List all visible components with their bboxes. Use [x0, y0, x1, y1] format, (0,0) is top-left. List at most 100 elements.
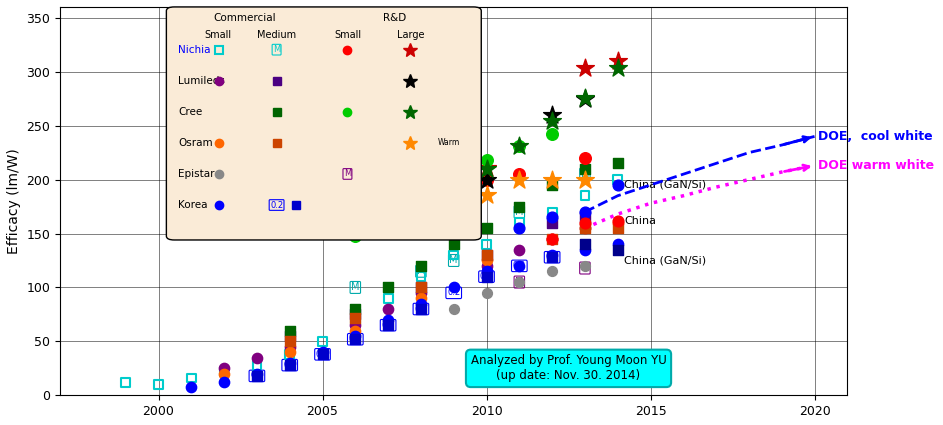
Text: 0.2: 0.2 [447, 288, 460, 298]
Point [348, 314, 363, 321]
Point [577, 246, 592, 253]
Text: 0.2: 0.2 [480, 272, 493, 281]
Point [282, 338, 297, 345]
Point [479, 164, 494, 171]
Point [577, 65, 592, 72]
Point [479, 252, 494, 258]
Point [315, 338, 330, 345]
Point [446, 201, 461, 208]
Point [413, 300, 428, 307]
Point [282, 349, 297, 356]
Point [315, 349, 330, 356]
Point [544, 214, 559, 221]
Point [413, 295, 428, 302]
Point [118, 379, 133, 386]
Text: DOE,  cool white: DOE, cool white [818, 130, 933, 143]
Point [381, 217, 396, 224]
Point [282, 343, 297, 350]
Text: 0.2: 0.2 [546, 253, 558, 262]
Point [446, 252, 461, 258]
Point [479, 241, 494, 248]
Point [577, 165, 592, 172]
Point [413, 203, 428, 210]
Text: Warm: Warm [438, 139, 460, 147]
Text: China (GaN/Si): China (GaN/Si) [624, 255, 706, 266]
Text: China (GaN/Si): China (GaN/Si) [624, 180, 706, 190]
Point [348, 317, 363, 323]
Point [479, 268, 494, 275]
Y-axis label: Efficacy (lm/W): Efficacy (lm/W) [7, 148, 21, 254]
Point [577, 155, 592, 162]
Text: Medium: Medium [257, 30, 296, 40]
Point [610, 217, 625, 224]
Text: M: M [515, 207, 523, 217]
Point [184, 375, 199, 382]
Text: Commercial: Commercial [214, 13, 276, 23]
Text: Korea: Korea [178, 200, 207, 210]
Point [413, 198, 428, 204]
Point [577, 193, 592, 199]
Point [577, 263, 592, 269]
Point [217, 379, 232, 386]
Point [413, 219, 428, 226]
Point [282, 360, 297, 366]
Text: 0.2: 0.2 [270, 201, 283, 210]
Point [544, 252, 559, 258]
Point [446, 284, 461, 291]
Point [544, 131, 559, 138]
Point [249, 362, 264, 368]
Point [249, 370, 264, 377]
Point [413, 284, 428, 291]
Point [413, 289, 428, 296]
Point [544, 235, 559, 242]
Point [479, 165, 494, 172]
Text: 0.2: 0.2 [250, 371, 263, 380]
Text: China: China [624, 215, 656, 226]
Text: 0.2: 0.2 [349, 335, 362, 344]
Point [610, 65, 625, 72]
Point [512, 143, 527, 150]
Point [151, 381, 166, 388]
Point [577, 209, 592, 215]
Point [610, 176, 625, 183]
Point [544, 118, 559, 125]
Point [512, 176, 527, 183]
Point [413, 263, 428, 269]
Point [544, 235, 559, 242]
Point [348, 327, 363, 334]
Point [610, 241, 625, 248]
Point [610, 225, 625, 232]
Point [577, 225, 592, 232]
Point [479, 157, 494, 164]
Point [446, 176, 461, 183]
Text: 0.2: 0.2 [513, 261, 526, 270]
Point [413, 306, 428, 312]
Point [577, 219, 592, 226]
Text: 0.2: 0.2 [382, 321, 395, 330]
Text: M: M [581, 263, 589, 273]
Point [479, 176, 494, 183]
Point [217, 370, 232, 377]
Point [348, 225, 363, 232]
Point [577, 225, 592, 232]
Point [348, 306, 363, 312]
Point [381, 284, 396, 291]
Text: Osram: Osram [178, 138, 213, 148]
Point [577, 176, 592, 183]
Point [348, 333, 363, 340]
Point [217, 368, 232, 375]
Point [381, 295, 396, 302]
Text: Small: Small [204, 30, 231, 40]
Point [479, 263, 494, 269]
Point [446, 306, 461, 312]
Text: Nichia: Nichia [178, 45, 210, 55]
Point [282, 327, 297, 334]
Point [544, 111, 559, 118]
Point [479, 191, 494, 198]
Text: Cree: Cree [178, 107, 203, 117]
Text: 0.2: 0.2 [283, 361, 296, 370]
Text: M: M [417, 266, 425, 276]
Text: DOE warm white: DOE warm white [818, 159, 934, 172]
Point [610, 246, 625, 253]
Text: M: M [581, 169, 589, 179]
